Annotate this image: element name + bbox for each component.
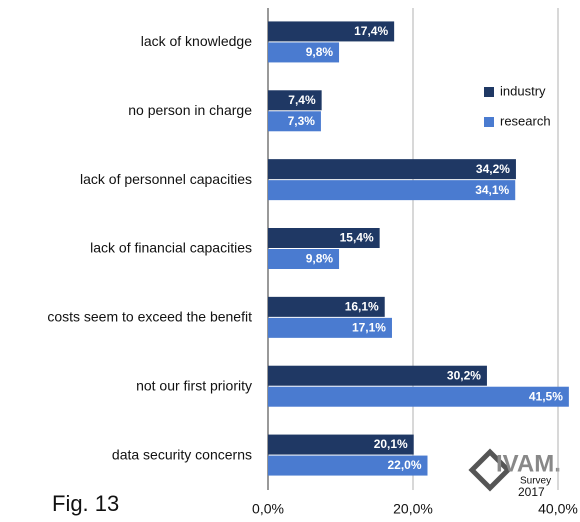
bar xyxy=(268,180,516,201)
value-label: 7,4% xyxy=(288,93,316,107)
logo-subtitle: Survey xyxy=(520,476,551,487)
caption: Fig. 13 xyxy=(52,491,119,516)
value-label: 41,5% xyxy=(529,389,563,403)
value-label: 9,8% xyxy=(306,252,334,266)
y-tick-label: lack of knowledge xyxy=(141,33,253,49)
logo-name: IVAM. xyxy=(496,450,561,477)
bar xyxy=(268,21,395,42)
y-tick-label: no person in charge xyxy=(128,102,252,118)
legend-swatch xyxy=(484,117,494,127)
y-tick-label: costs seem to exceed the benefit xyxy=(47,309,252,325)
bar xyxy=(268,455,428,476)
bar xyxy=(268,434,414,455)
bar xyxy=(268,228,380,248)
y-tick-label: lack of personnel capacities xyxy=(80,171,252,187)
value-label: 34,1% xyxy=(475,183,509,197)
bar xyxy=(268,317,392,338)
value-label: 9,8% xyxy=(306,45,334,59)
value-label: 17,4% xyxy=(354,24,388,38)
value-label: 30,2% xyxy=(447,368,481,382)
bar xyxy=(268,90,322,111)
bar xyxy=(268,111,321,132)
bar xyxy=(268,386,569,407)
x-tick-label: 40,0% xyxy=(538,501,578,517)
bar xyxy=(268,159,516,180)
bar xyxy=(268,296,385,317)
x-tick-label: 20,0% xyxy=(393,501,433,517)
logo-shape xyxy=(468,448,512,492)
y-tick-label: not our first priority xyxy=(136,377,252,393)
logo-year: 2017 xyxy=(518,485,545,499)
value-label: 17,1% xyxy=(352,321,386,335)
bar xyxy=(268,42,340,63)
x-tick-label: 0,0% xyxy=(252,501,284,517)
y-tick-label: data security concerns xyxy=(112,446,252,462)
logo: IVAM. Survey 2017 xyxy=(468,448,561,499)
value-label: 20,1% xyxy=(374,437,408,451)
value-label: 15,4% xyxy=(340,231,374,245)
legend-swatch xyxy=(484,87,494,97)
legend-label: research xyxy=(500,113,551,128)
value-label: 22,0% xyxy=(387,458,421,472)
bar xyxy=(268,249,340,269)
value-label: 16,1% xyxy=(345,300,379,314)
value-label: 7,3% xyxy=(288,114,316,128)
y-tick-label: lack of financial capacities xyxy=(90,240,252,256)
value-label: 34,2% xyxy=(476,162,510,176)
legend-label: industry xyxy=(500,83,546,98)
bar xyxy=(268,365,487,386)
